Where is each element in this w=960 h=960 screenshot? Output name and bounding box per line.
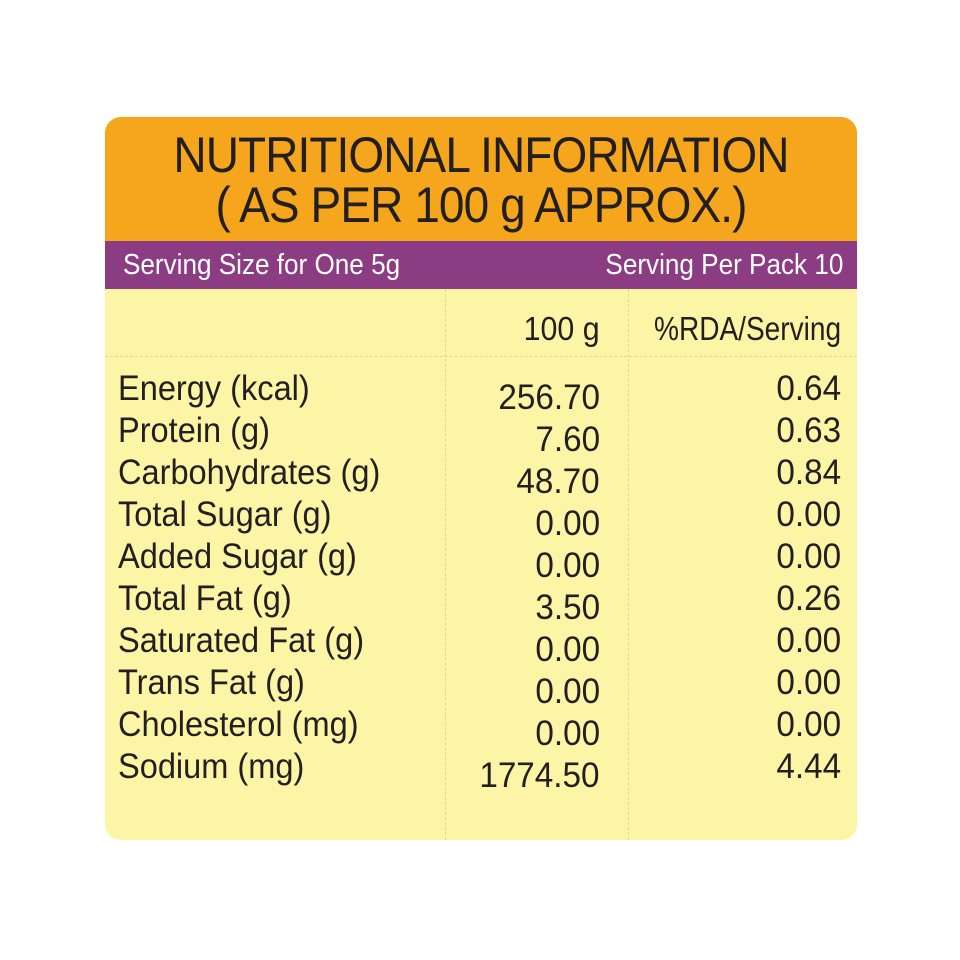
panel-title: NUTRITIONAL INFORMATION xyxy=(173,127,789,183)
value-rda-per-serving: 0.63 xyxy=(776,411,841,450)
header-divider xyxy=(105,356,857,357)
table-row: Cholesterol (mg) 0.00 0.00 xyxy=(105,705,857,753)
value-per-100g: 0.00 xyxy=(535,672,600,711)
column-header-rda: %RDA/Serving xyxy=(653,310,841,347)
panel-subtitle: ( AS PER 100 g APPROX.) xyxy=(215,177,747,233)
serving-size-label: Serving Size for One 5g xyxy=(123,249,401,281)
nutrient-name: Carbohydrates (g) xyxy=(118,453,381,492)
value-per-100g: 0.00 xyxy=(535,630,600,669)
nutrient-name: Sodium (mg) xyxy=(118,747,305,786)
table-row: Carbohydrates (g) 48.70 0.84 xyxy=(105,453,857,501)
table-row: Trans Fat (g) 0.00 0.00 xyxy=(105,663,857,711)
value-rda-per-serving: 0.00 xyxy=(776,621,841,660)
nutrient-name: Protein (g) xyxy=(118,411,270,450)
nutrient-name: Total Fat (g) xyxy=(118,579,292,618)
nutrient-name: Energy (kcal) xyxy=(118,369,310,408)
value-per-100g: 0.00 xyxy=(535,504,600,543)
value-rda-per-serving: 0.00 xyxy=(776,495,841,534)
nutrient-name: Trans Fat (g) xyxy=(118,663,305,702)
value-rda-per-serving: 0.84 xyxy=(776,453,841,492)
table-row: Added Sugar (g) 0.00 0.00 xyxy=(105,537,857,585)
value-rda-per-serving: 0.64 xyxy=(776,369,841,408)
value-rda-per-serving: 0.00 xyxy=(776,537,841,576)
value-per-100g: 256.70 xyxy=(498,378,600,417)
table-row: Sodium (mg) 1774.50 4.44 xyxy=(105,747,857,795)
value-rda-per-serving: 4.44 xyxy=(776,747,841,786)
nutrient-table-body: Energy (kcal) 256.70 0.64 Protein (g) 7.60 0.… xyxy=(105,369,857,795)
value-per-100g: 1774.50 xyxy=(479,756,600,795)
value-rda-per-serving: 0.00 xyxy=(776,705,841,744)
value-per-100g: 0.00 xyxy=(535,714,600,753)
value-rda-per-serving: 0.26 xyxy=(776,579,841,618)
column-header-per-100g: 100 g xyxy=(524,310,600,347)
table-row: Protein (g) 7.60 0.63 xyxy=(105,411,857,459)
column-divider xyxy=(628,289,630,840)
nutrient-name: Saturated Fat (g) xyxy=(118,621,365,660)
table-row: Total Sugar (g) 0.00 0.00 xyxy=(105,495,857,543)
table-row: Saturated Fat (g) 0.00 0.00 xyxy=(105,621,857,669)
table-row: Energy (kcal) 256.70 0.64 xyxy=(105,369,857,417)
value-per-100g: 3.50 xyxy=(535,588,600,627)
nutrient-name: Total Sugar (g) xyxy=(118,495,332,534)
serving-band: Serving Size for One 5g Serving Per Pack… xyxy=(105,241,857,289)
value-per-100g: 7.60 xyxy=(535,420,600,459)
title-band: NUTRITIONAL INFORMATION ( AS PER 100 g A… xyxy=(105,117,857,241)
table-row: Total Fat (g) 3.50 0.26 xyxy=(105,579,857,627)
nutrition-panel: NUTRITIONAL INFORMATION ( AS PER 100 g A… xyxy=(105,117,857,840)
column-divider xyxy=(445,289,447,840)
value-per-100g: 0.00 xyxy=(535,546,600,585)
nutrient-name: Cholesterol (mg) xyxy=(118,705,359,744)
serving-per-pack-label: Serving Per Pack 10 xyxy=(605,249,843,281)
nutrient-name: Added Sugar (g) xyxy=(118,537,357,576)
value-rda-per-serving: 0.00 xyxy=(776,663,841,702)
value-per-100g: 48.70 xyxy=(516,462,600,501)
